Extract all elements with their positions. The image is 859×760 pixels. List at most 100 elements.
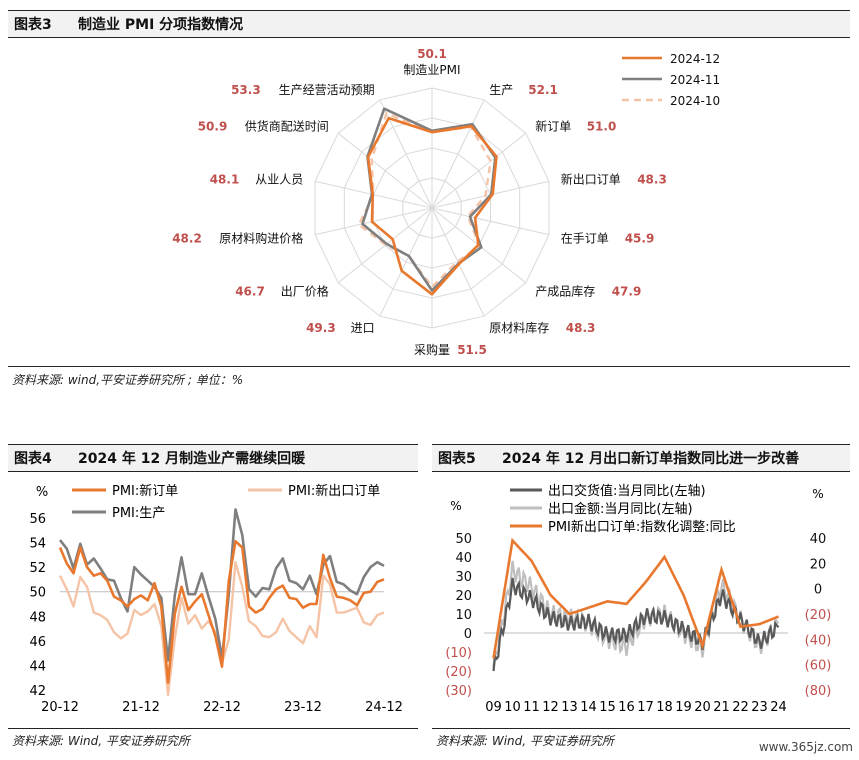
fig4-y-tick: 48 — [29, 610, 46, 625]
radar-value-label: 48.3 — [637, 173, 667, 187]
radar-axis-label: 进口 — [351, 321, 375, 335]
radar-spoke — [431, 99, 485, 209]
fig5-x-tick: 22 — [732, 700, 749, 715]
fig4-number: 图表4 — [14, 451, 52, 467]
fig4-legend-label: PMI:新订单 — [112, 483, 178, 499]
radar-axis-label: 在手订单 — [561, 231, 609, 245]
radar-spoke — [379, 99, 433, 209]
fig4-source-divider — [8, 728, 418, 729]
fig5-right-tick: (80) — [805, 684, 832, 699]
fig5-x-tick: 15 — [599, 700, 616, 715]
fig5-left-tick: 50 — [455, 532, 472, 547]
fig5-legend-label: 出口交货值:当月同比(左轴) — [548, 483, 706, 499]
fig5-source-divider — [432, 728, 850, 729]
fig4-legend-label: PMI:新出口订单 — [288, 483, 380, 499]
fig5-left-tick: 40 — [455, 551, 472, 566]
radar-axis-label: 生产 — [489, 83, 513, 97]
fig4-header: 图表4 2024 年 12 月制造业产需继续回暖 — [8, 444, 418, 472]
fig3-header: 图表3 制造业 PMI 分项指数情况 — [8, 10, 850, 38]
radar-value-label: 45.9 — [625, 231, 655, 245]
fig5-source: 资料来源: Wind, 平安证券研究所 — [436, 734, 614, 748]
radar-legend-label: 2024-10 — [670, 94, 720, 108]
watermark: www.365jz.com — [758, 740, 853, 754]
fig5-x-tick: 17 — [637, 700, 654, 715]
radar-value-label: 50.9 — [198, 120, 228, 134]
fig5-right-tick: 0 — [814, 583, 822, 598]
radar-value-label: 47.9 — [612, 284, 642, 298]
radar-series-2024-12 — [366, 116, 498, 296]
fig4-y-tick: 52 — [29, 561, 46, 576]
radar-spoke — [431, 132, 527, 209]
fig4-y-tick: 42 — [29, 684, 46, 699]
fig5-x-tick: 14 — [580, 700, 597, 715]
fig5-header: 图表5 2024 年 12 月出口新订单指数同比进一步改善 — [432, 444, 850, 472]
fig4-source: 资料来源: Wind, 平安证券研究所 — [12, 734, 190, 748]
radar-value-label: 53.3 — [231, 83, 261, 97]
radar-value-label: 52.1 — [528, 83, 558, 97]
fig5-x-tick: 11 — [523, 700, 540, 715]
fig4-y-tick: 50 — [29, 586, 46, 601]
radar-axis-label: 制造业PMI — [403, 63, 460, 77]
radar-spoke — [337, 132, 433, 209]
fig5-right-tick: 20 — [810, 557, 827, 572]
radar-spoke — [431, 207, 485, 317]
radar-spoke — [379, 207, 433, 317]
fig4-series-line — [58, 540, 385, 684]
radar-legend-label: 2024-11 — [670, 73, 720, 87]
radar-spoke — [337, 207, 433, 284]
radar-axis-label: 新订单 — [535, 119, 571, 134]
fig4-y-tick: 46 — [29, 635, 46, 650]
fig5-left-tick: 0 — [464, 627, 472, 642]
fig5-left-tick: 10 — [455, 608, 472, 623]
radar-value-label: 48.3 — [566, 321, 596, 335]
radar-legend-label: 2024-12 — [670, 52, 720, 66]
fig5-left-tick: 30 — [455, 570, 472, 585]
radar-axis-label: 生产经营活动预期 — [279, 83, 375, 97]
fig4-y-tick: 56 — [29, 512, 46, 527]
fig5-right-tick: (40) — [805, 633, 832, 648]
fig5-x-tick: 16 — [618, 700, 635, 715]
radar-value-label: 50.1 — [417, 47, 447, 61]
fig5-x-tick: 19 — [675, 700, 692, 715]
fig5-x-tick: 18 — [656, 700, 673, 715]
fig4-x-tick: 22-12 — [203, 700, 241, 715]
fig3-title: 制造业 PMI 分项指数情况 — [78, 17, 244, 33]
radar-axis-label: 原材料库存 — [489, 320, 549, 335]
fig5-x-tick: 24 — [770, 700, 787, 715]
radar-axis-label: 出厂价格 — [281, 283, 329, 298]
fig5-x-tick: 23 — [751, 700, 768, 715]
fig5-left-tick: (10) — [445, 646, 472, 661]
radar-value-label: 48.1 — [210, 173, 240, 187]
fig5-legend-label: PMI新出口订单:指数化调整:同比 — [548, 519, 736, 535]
fig4-y-tick: 54 — [29, 537, 46, 552]
radar-axis-label: 产成品库存 — [535, 283, 595, 298]
radar-value-label: 51.0 — [587, 120, 617, 134]
radar-spoke — [431, 207, 550, 236]
fig5-x-tick: 10 — [504, 700, 521, 715]
fig5-title: 2024 年 12 月出口新订单指数同比进一步改善 — [502, 451, 800, 467]
fig5-right-tick: (60) — [805, 659, 832, 674]
fig3-number: 图表3 — [14, 17, 52, 33]
fig5-left-unit: % — [450, 499, 461, 513]
fig5-left-tick: 20 — [455, 589, 472, 604]
fig5-x-tick: 21 — [713, 700, 730, 715]
fig5-x-tick: 13 — [561, 700, 578, 715]
fig5-number: 图表5 — [438, 451, 476, 467]
fig5-right-unit: % — [812, 487, 823, 501]
fig4-title: 2024 年 12 月制造业产需继续回暖 — [78, 451, 306, 467]
radar-axis-label: 从业人员 — [255, 173, 303, 187]
fig5-series-pmi-export — [492, 537, 780, 659]
fig5-x-tick: 09 — [485, 700, 502, 715]
fig5-x-tick: 12 — [542, 700, 559, 715]
fig3-source-divider — [8, 366, 850, 367]
fig3-source: 资料来源: wind,平安证券研究所 ; 单位：% — [12, 373, 244, 387]
fig4-x-tick: 21-12 — [122, 700, 160, 715]
fig5-right-tick: 40 — [810, 532, 827, 547]
export-line-chart: %% 50 40 30 20 10 0 (10) (20) (30) 40 20 0 (20) (40) (6… — [445, 483, 832, 715]
fig5-legend-label: 出口金额:当月同比(左轴) — [548, 501, 693, 517]
fig5-left-tick: (30) — [445, 684, 472, 699]
radar-chart: 制造业PMI 50.1 生产 52.1 新订单 51.0 新出口订单 48.3 在手订单 45.9… — [172, 47, 720, 357]
radar-axis-label: 原材料购进价格 — [219, 230, 303, 245]
fig4-x-tick: 24-12 — [365, 700, 403, 715]
fig4-x-tick: 20-12 — [41, 700, 79, 715]
